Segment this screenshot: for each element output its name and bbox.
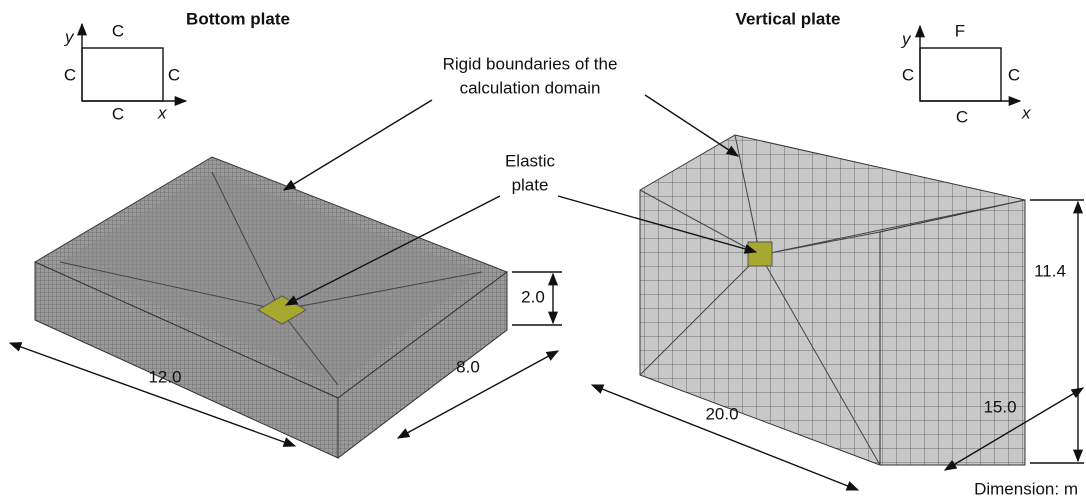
dimension-label: 11.4 [1034, 261, 1066, 280]
annotation: plate [512, 175, 549, 194]
pointer [645, 95, 738, 156]
axis-label: y [64, 27, 75, 46]
dimension-label: 15.0 [983, 397, 1016, 416]
panel-title: Bottom plate [186, 9, 290, 28]
annotation: Rigid boundaries of the [443, 54, 618, 73]
pointer [284, 100, 432, 190]
axis-label: y [901, 29, 912, 48]
boundary-label: C [956, 107, 968, 126]
dimension-label: 12.0 [148, 367, 181, 386]
dimension-label: 8.0 [456, 357, 480, 376]
annotation: Elastic [505, 151, 556, 170]
dimension-label: 20.0 [705, 404, 738, 423]
boundary-label: C [1008, 65, 1020, 84]
axis-label: x [157, 103, 167, 122]
boundary-label: C [902, 65, 914, 84]
boundary-label: C [112, 21, 124, 40]
axis-label: x [1021, 103, 1031, 122]
vertical-plate-model [640, 135, 1025, 465]
figure: Bottom plate y C C C C x Vertical plate … [0, 0, 1086, 502]
bottom-plate-model [35, 157, 507, 458]
annotation: calculation domain [460, 78, 601, 97]
boundary-label: C [168, 65, 180, 84]
panel-title: Vertical plate [736, 9, 841, 28]
boundary-label: F [955, 21, 965, 40]
boundary-label: C [112, 104, 124, 123]
dimension-label: 2.0 [521, 287, 545, 306]
boundary-label: C [64, 65, 76, 84]
units-note: Dimension: m [974, 479, 1078, 498]
